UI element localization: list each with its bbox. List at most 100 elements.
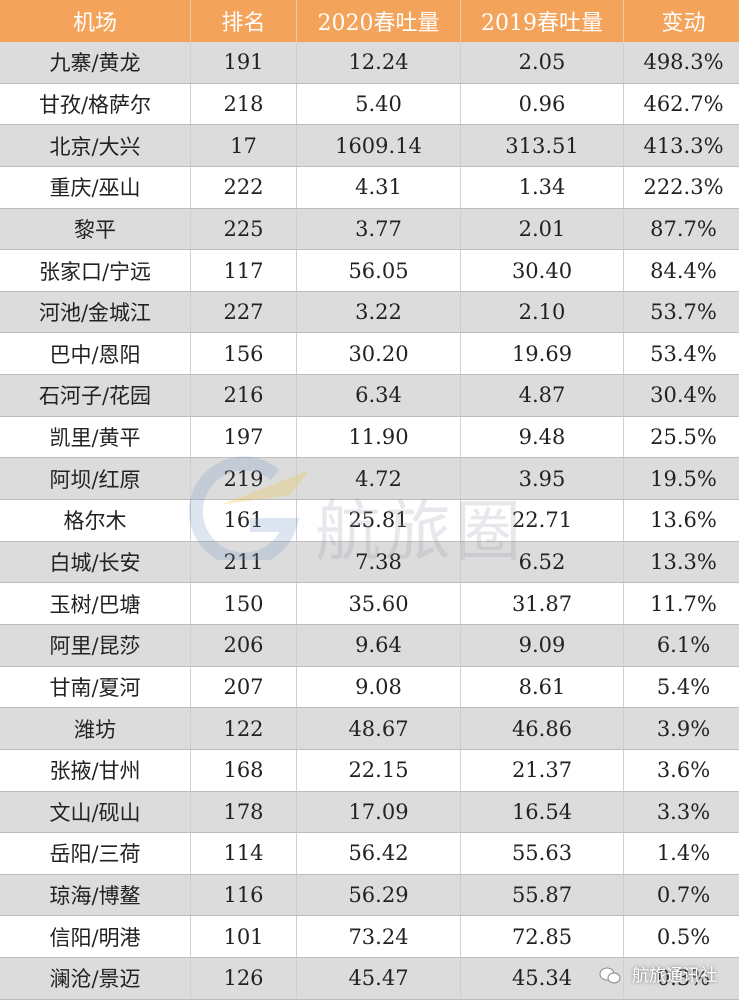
table-cell: 2.10 — [460, 291, 624, 334]
table-cell: 2.05 — [460, 42, 624, 84]
table-cell: 122 — [190, 707, 297, 750]
table-cell: 101 — [190, 915, 297, 959]
table-row: 张家口/宁远 117 56.05 30.40 84.4% — [0, 249, 739, 292]
table-cell: 178 — [190, 791, 297, 834]
table-cell: 19.5% — [623, 457, 739, 501]
table-cell: 信阳/明港 — [0, 915, 191, 959]
table-cell: 11.90 — [296, 416, 461, 459]
table-cell: 3.3% — [623, 791, 739, 834]
table-cell: 222 — [190, 166, 297, 209]
table-cell: 31.87 — [460, 582, 624, 625]
table-cell: 6.34 — [296, 374, 461, 417]
table-cell: 凯里/黄平 — [0, 416, 191, 459]
table-row: 信阳/明港 101 73.24 72.85 0.5% — [0, 915, 739, 959]
table-cell: 53.7% — [623, 291, 739, 334]
table-cell: 222.3% — [623, 166, 739, 209]
table-cell: 150 — [190, 582, 297, 625]
table-cell: 4.87 — [460, 374, 624, 417]
table-cell: 13.6% — [623, 499, 739, 542]
table-row: 文山/砚山 178 17.09 16.54 3.3% — [0, 791, 739, 834]
table-cell: 22.71 — [460, 499, 624, 542]
table-cell: 216 — [190, 374, 297, 417]
table-cell: 126 — [190, 957, 297, 1000]
table-cell: 56.29 — [296, 874, 461, 917]
table-cell: 2.01 — [460, 208, 624, 251]
table-cell: 6.52 — [460, 541, 624, 584]
table-cell: 211 — [190, 541, 297, 584]
table-row: 白城/长安 211 7.38 6.52 13.3% — [0, 541, 739, 584]
table-cell: 4.31 — [296, 166, 461, 209]
table-cell: 8.61 — [460, 666, 624, 709]
column-header: 2020春吐量 — [296, 0, 461, 42]
table-row: 巴中/恩阳 156 30.20 19.69 53.4% — [0, 332, 739, 376]
column-header: 排名 — [190, 0, 297, 42]
table-cell: 84.4% — [623, 249, 739, 292]
table-cell: 巴中/恩阳 — [0, 332, 191, 376]
table-cell: 313.51 — [460, 124, 624, 167]
table-cell: 25.5% — [623, 416, 739, 459]
table-cell: 53.4% — [623, 332, 739, 376]
table-cell: 1.34 — [460, 166, 624, 209]
table-cell: 48.67 — [296, 707, 461, 750]
table-cell: 197 — [190, 416, 297, 459]
table-row: 凯里/黄平 197 11.90 9.48 25.5% — [0, 416, 739, 459]
table-cell: 3.22 — [296, 291, 461, 334]
table-body: 九寨/黄龙 191 12.24 2.05 498.3% 甘孜/格萨尔 218 5.40 0.96… — [0, 42, 739, 1000]
table-cell: 498.3% — [623, 42, 739, 84]
table-cell: 7.38 — [296, 541, 461, 584]
table-cell: 甘南/夏河 — [0, 666, 191, 709]
table-cell: 225 — [190, 208, 297, 251]
table-cell: 3.95 — [460, 457, 624, 501]
column-header: 变动 — [623, 0, 739, 42]
table-cell: 13.3% — [623, 541, 739, 584]
table-row: 张掖/甘州 168 22.15 21.37 3.6% — [0, 749, 739, 792]
table-cell: 6.1% — [623, 624, 739, 667]
table-cell: 阿坝/红原 — [0, 457, 191, 501]
column-header: 机场 — [0, 0, 191, 42]
table-cell: 阿里/昆莎 — [0, 624, 191, 667]
header-row: 机场 排名 2020春吐量 2019春吐量 变动 — [0, 0, 739, 42]
table-cell: 3.6% — [623, 749, 739, 792]
table-cell: 168 — [190, 749, 297, 792]
table-cell: 206 — [190, 624, 297, 667]
table-cell: 156 — [190, 332, 297, 376]
table-cell: 73.24 — [296, 915, 461, 959]
table-cell: 北京/大兴 — [0, 124, 191, 167]
table-cell: 4.72 — [296, 457, 461, 501]
column-header: 2019春吐量 — [460, 0, 624, 42]
table-row: 格尔木 161 25.81 22.71 13.6% — [0, 499, 739, 542]
table-cell: 3.9% — [623, 707, 739, 750]
table-cell: 张家口/宁远 — [0, 249, 191, 292]
table-cell: 1609.14 — [296, 124, 461, 167]
table-cell: 河池/金城江 — [0, 291, 191, 334]
table-cell: 117 — [190, 249, 297, 292]
table-cell: 56.42 — [296, 832, 461, 875]
table-cell: 218 — [190, 83, 297, 126]
table-row: 玉树/巴塘 150 35.60 31.87 11.7% — [0, 582, 739, 625]
table-cell: 25.81 — [296, 499, 461, 542]
table-cell: 文山/砚山 — [0, 791, 191, 834]
table-cell: 重庆/巫山 — [0, 166, 191, 209]
table-row: 九寨/黄龙 191 12.24 2.05 498.3% — [0, 42, 739, 84]
table-cell: 张掖/甘州 — [0, 749, 191, 792]
table-cell: 白城/长安 — [0, 541, 191, 584]
table-cell: 九寨/黄龙 — [0, 42, 191, 84]
table-cell: 191 — [190, 42, 297, 84]
table-cell: 55.63 — [460, 832, 624, 875]
table-cell: 玉树/巴塘 — [0, 582, 191, 625]
table-cell: 1.4% — [623, 832, 739, 875]
table-cell: 46.86 — [460, 707, 624, 750]
table-row: 阿里/昆莎 206 9.64 9.09 6.1% — [0, 624, 739, 667]
table-cell: 3.77 — [296, 208, 461, 251]
table-cell: 21.37 — [460, 749, 624, 792]
table-cell: 9.64 — [296, 624, 461, 667]
brand-icon — [599, 967, 621, 984]
table-cell: 9.09 — [460, 624, 624, 667]
table-cell: 22.15 — [296, 749, 461, 792]
table-cell: 5.40 — [296, 83, 461, 126]
table-cell: 澜沧/景迈 — [0, 957, 191, 1000]
table-cell: 琼海/博鳌 — [0, 874, 191, 917]
table-cell: 114 — [190, 832, 297, 875]
